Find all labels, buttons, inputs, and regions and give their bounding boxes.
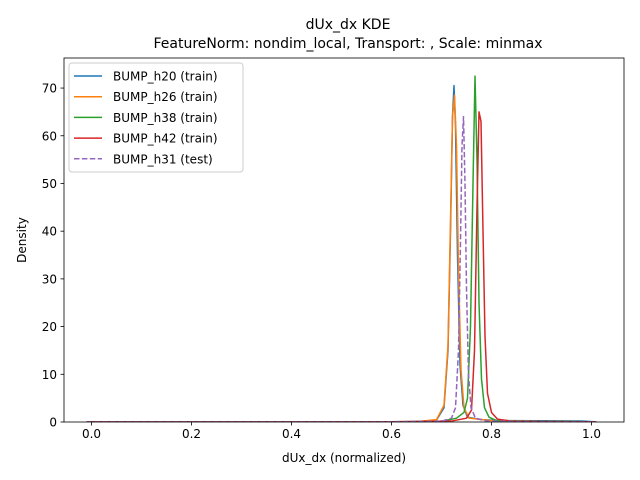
- y-axis-ticks: 0 10 20 30 40 50 60 70: [42, 82, 64, 430]
- x-tick-label: 0.8: [482, 427, 501, 441]
- chart-subtitle: FeatureNorm: nondim_local, Transport: , …: [154, 36, 543, 52]
- legend-frame: [68, 62, 244, 173]
- x-tick-label: 0.0: [82, 427, 101, 441]
- legend-label-1: BUMP_h26 (train): [113, 90, 218, 104]
- series-line-3: [86, 111, 597, 422]
- series-layer: [86, 75, 597, 422]
- y-tick-label: 60: [42, 129, 57, 143]
- x-axis-ticks: 0.0 0.2 0.4 0.6 0.8 1.0: [82, 422, 601, 441]
- y-axis-label: Density: [15, 217, 29, 263]
- y-tick-label: 70: [42, 82, 57, 96]
- x-tick-label: 0.6: [382, 427, 401, 441]
- y-tick-label: 50: [42, 177, 57, 191]
- plot-frame: [63, 57, 625, 423]
- x-tick-label: 1.0: [582, 427, 601, 441]
- legend: BUMP_h20 (train) BUMP_h26 (train) BUMP_h38…: [68, 62, 244, 173]
- legend-label-4: BUMP_h31 (test): [113, 152, 213, 166]
- x-tick-label: 0.4: [282, 427, 301, 441]
- y-tick-label: 10: [42, 368, 57, 382]
- series-line-2: [86, 75, 597, 422]
- x-tick-label: 0.2: [182, 427, 201, 441]
- y-tick-label: 20: [42, 320, 57, 334]
- y-tick-label: 30: [42, 272, 57, 286]
- legend-label-3: BUMP_h42 (train): [113, 132, 218, 146]
- series-line-1: [86, 94, 597, 422]
- series-line-4: [86, 115, 597, 422]
- y-tick-label: 40: [42, 225, 57, 239]
- plot-area: [63, 57, 625, 423]
- legend-label-2: BUMP_h38 (train): [113, 111, 218, 125]
- chart-title: dUx_dx KDE: [306, 17, 391, 33]
- x-axis-label: dUx_dx (normalized): [282, 451, 406, 465]
- legend-label-0: BUMP_h20 (train): [113, 70, 218, 84]
- y-tick-label: 0: [49, 416, 57, 430]
